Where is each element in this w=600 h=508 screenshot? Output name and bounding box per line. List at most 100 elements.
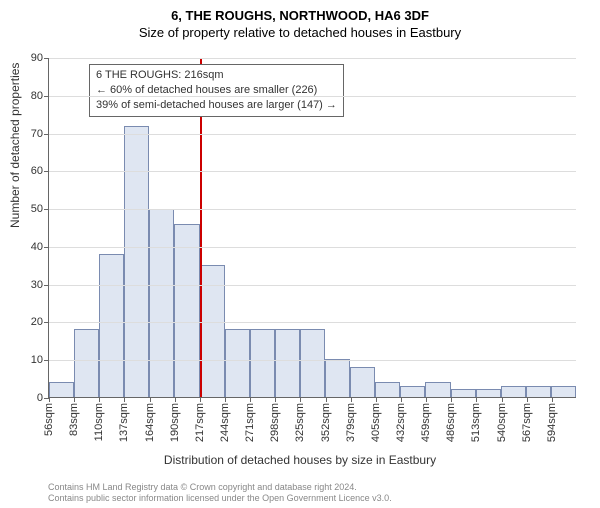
x-tick-label: 486sqm xyxy=(445,403,457,442)
y-tick xyxy=(44,134,49,135)
x-tick: 379sqm xyxy=(351,397,352,415)
x-tick-label: 164sqm xyxy=(144,403,156,442)
histogram-bar xyxy=(375,382,400,397)
x-tick-label: 325sqm xyxy=(294,403,306,442)
x-tick: 271sqm xyxy=(250,397,251,415)
y-tick-label: 40 xyxy=(31,241,43,253)
x-tick: 540sqm xyxy=(502,397,503,415)
x-tick-label: 56sqm xyxy=(43,403,55,436)
y-tick-label: 60 xyxy=(31,165,43,177)
histogram-bar xyxy=(350,367,375,397)
x-tick-label: 459sqm xyxy=(420,403,432,442)
x-tick: 298sqm xyxy=(275,397,276,415)
x-tick-label: 540sqm xyxy=(496,403,508,442)
y-tick-label: 70 xyxy=(31,128,43,140)
y-tick-label: 50 xyxy=(31,203,43,215)
gridline xyxy=(49,360,576,361)
histogram-bar xyxy=(149,209,174,397)
x-tick: 217sqm xyxy=(200,397,201,415)
gridline xyxy=(49,58,576,59)
histogram-bar xyxy=(400,386,425,397)
x-tick-label: 137sqm xyxy=(118,403,130,442)
y-tick-label: 90 xyxy=(31,52,43,64)
page-subtitle: Size of property relative to detached ho… xyxy=(0,25,600,40)
gridline xyxy=(49,171,576,172)
page-title: 6, THE ROUGHS, NORTHWOOD, HA6 3DF xyxy=(0,8,600,23)
x-tick-label: 83sqm xyxy=(68,403,80,436)
x-tick-label: 110sqm xyxy=(93,403,105,441)
histogram-bar xyxy=(501,386,526,397)
histogram-bar xyxy=(74,329,99,397)
histogram-bar xyxy=(250,329,275,397)
histogram-bar xyxy=(425,382,450,397)
x-tick-label: 379sqm xyxy=(345,403,357,442)
x-tick: 459sqm xyxy=(426,397,427,415)
y-tick-label: 10 xyxy=(31,354,43,366)
histogram-bar xyxy=(49,382,74,397)
footer-line-2: Contains public sector information licen… xyxy=(48,493,392,504)
histogram-bar xyxy=(300,329,325,397)
histogram-bar xyxy=(526,386,551,397)
x-tick: 486sqm xyxy=(451,397,452,415)
x-axis-label: Distribution of detached houses by size … xyxy=(0,453,600,467)
x-tick: 432sqm xyxy=(401,397,402,415)
x-tick-label: 298sqm xyxy=(269,403,281,442)
y-tick-label: 30 xyxy=(31,279,43,291)
histogram-bar xyxy=(225,329,250,397)
x-tick: 594sqm xyxy=(552,397,553,415)
gridline xyxy=(49,322,576,323)
x-tick: 110sqm xyxy=(99,397,100,415)
y-tick xyxy=(44,247,49,248)
gridline xyxy=(49,285,576,286)
histogram-bar xyxy=(174,224,199,397)
histogram-bar xyxy=(476,389,501,397)
x-tick-label: 244sqm xyxy=(219,403,231,442)
histogram-bar xyxy=(325,359,350,397)
x-tick-label: 567sqm xyxy=(521,403,533,442)
gridline xyxy=(49,96,576,97)
x-tick-label: 594sqm xyxy=(546,403,558,442)
y-tick xyxy=(44,360,49,361)
x-tick: 190sqm xyxy=(175,397,176,415)
x-tick: 137sqm xyxy=(124,397,125,415)
y-axis-label: Number of detached properties xyxy=(8,63,22,228)
x-tick: 325sqm xyxy=(300,397,301,415)
x-tick: 83sqm xyxy=(74,397,75,415)
y-tick xyxy=(44,285,49,286)
x-tick: 513sqm xyxy=(476,397,477,415)
gridline xyxy=(49,134,576,135)
x-tick-label: 513sqm xyxy=(470,403,482,442)
y-tick xyxy=(44,322,49,323)
y-tick xyxy=(44,58,49,59)
plot-area: 6 THE ROUGHS: 216sqm ← 60% of detached h… xyxy=(48,58,576,398)
annotation-line-1: 6 THE ROUGHS: 216sqm xyxy=(96,68,337,83)
y-tick-label: 20 xyxy=(31,316,43,328)
y-tick xyxy=(44,96,49,97)
histogram-bar xyxy=(99,254,124,397)
histogram-bar xyxy=(451,389,476,397)
x-tick: 244sqm xyxy=(225,397,226,415)
x-tick-label: 190sqm xyxy=(169,403,181,442)
footer-line-1: Contains HM Land Registry data © Crown c… xyxy=(48,482,392,493)
x-tick-label: 432sqm xyxy=(395,403,407,442)
gridline xyxy=(49,247,576,248)
x-tick: 405sqm xyxy=(376,397,377,415)
annotation-line-3: 39% of semi-detached houses are larger (… xyxy=(96,98,337,113)
histogram-bar xyxy=(551,386,576,397)
histogram-bar xyxy=(275,329,300,397)
y-tick xyxy=(44,209,49,210)
annotation-box: 6 THE ROUGHS: 216sqm ← 60% of detached h… xyxy=(89,64,344,117)
x-tick-label: 217sqm xyxy=(194,403,206,442)
gridline xyxy=(49,209,576,210)
x-tick-label: 405sqm xyxy=(370,403,382,442)
x-tick: 567sqm xyxy=(527,397,528,415)
x-tick: 164sqm xyxy=(150,397,151,415)
x-tick: 56sqm xyxy=(49,397,50,415)
y-tick-label: 80 xyxy=(31,90,43,102)
y-tick xyxy=(44,171,49,172)
x-tick-label: 352sqm xyxy=(320,403,332,442)
x-tick-label: 271sqm xyxy=(244,403,256,442)
histogram-chart: 6 THE ROUGHS: 216sqm ← 60% of detached h… xyxy=(48,58,576,398)
footer-attribution: Contains HM Land Registry data © Crown c… xyxy=(48,482,392,505)
x-tick: 352sqm xyxy=(326,397,327,415)
